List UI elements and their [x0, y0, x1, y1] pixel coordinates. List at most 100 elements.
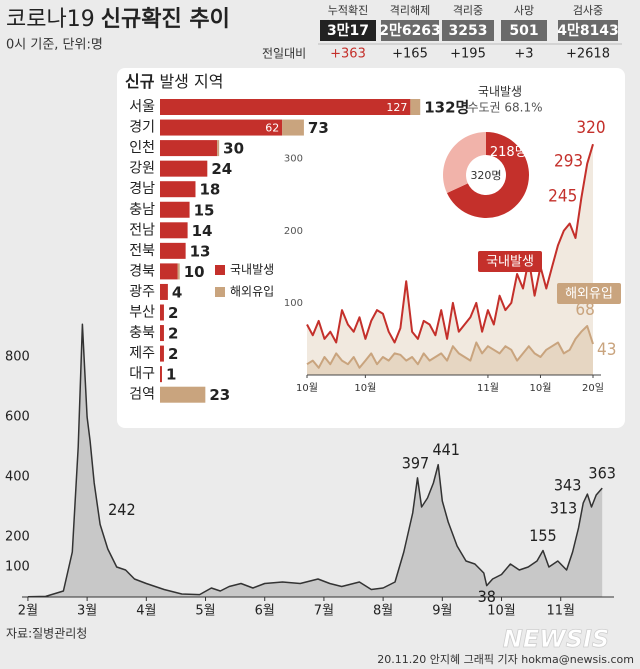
page-title: 코로나19 신규확진 추이 [6, 7, 230, 32]
annotation: 343 [554, 476, 581, 495]
annotation: 363 [588, 464, 615, 483]
stat-label: 사망 [514, 4, 534, 17]
category-label: 경남 [129, 181, 155, 197]
bar-segment [160, 201, 190, 218]
category-label: 경북 [129, 263, 155, 279]
bar-segment [177, 263, 180, 280]
category-label: 전남 [129, 222, 155, 238]
bar-segment [160, 242, 186, 259]
series-tag [478, 251, 542, 272]
stat-label: 격리중 [453, 4, 483, 17]
value-label: 43 [597, 340, 616, 360]
bar-segment [160, 386, 206, 403]
row-label: 전일대비 [262, 47, 306, 61]
stat-change: +195 [450, 47, 486, 62]
legend-label: 해외유입 [230, 285, 274, 299]
x-tick-label: 10월 [296, 382, 318, 394]
series-tag-label: 해외유입 [565, 287, 613, 302]
bar-total-label: 24 [211, 160, 232, 178]
stat-box [558, 20, 618, 41]
bar-segment [282, 119, 304, 136]
legend-label: 국내발생 [230, 263, 274, 277]
bar-chart-title: 신규 발생 지역 [125, 72, 223, 91]
bar-segment [160, 99, 411, 115]
x-tick-label: 11월 [546, 604, 575, 619]
stat-value: 4만8143 [557, 23, 619, 39]
category-label: 인천 [129, 140, 155, 156]
y-tick-label: 200 [5, 530, 30, 545]
stat-value: 501 [509, 23, 538, 39]
area-fill [27, 324, 603, 597]
legend-swatch [215, 265, 225, 275]
stat-label: 검사중 [573, 4, 603, 17]
series-tag [557, 283, 621, 304]
pie-rest [442, 132, 486, 194]
stat-change: +363 [330, 47, 366, 62]
slice-label: 218명 [490, 145, 527, 160]
title-rest: 발생 지역 [159, 72, 223, 91]
stat-label: 격리해제 [390, 3, 430, 17]
annotation: 313 [550, 499, 577, 518]
annotation: 242 [108, 500, 135, 519]
category-label: 충북 [129, 325, 155, 341]
x-tick-label: 3월 [77, 604, 97, 619]
watermark: NEWSIS [503, 625, 609, 653]
title-prefix: 코로나19 [6, 7, 95, 32]
x-tick-label: 4월 [136, 604, 156, 619]
y-tick-label: 400 [5, 470, 30, 485]
bar-total-label: 2 [168, 304, 178, 322]
y-tick-label: 100 [5, 560, 30, 575]
annotation: 441 [432, 440, 459, 459]
stat-value: 3만17 [327, 23, 369, 39]
x-tick-label: 20일 [582, 382, 604, 394]
stat-change: +2618 [566, 47, 610, 62]
value-label: 320 [576, 118, 605, 138]
stat-box [320, 20, 376, 41]
bar-total-label: 14 [192, 222, 213, 240]
bar-total-label: 10 [184, 263, 205, 281]
stat-change: +165 [392, 47, 428, 62]
pie-subtitle: 수도권 68.1% [467, 101, 542, 115]
y-tick-label: 200 [284, 226, 303, 237]
bar-segment [160, 181, 196, 198]
category-label: 검역 [129, 387, 155, 403]
bar-segment [160, 345, 164, 362]
stat-value: 2만6263 [379, 23, 441, 39]
legend-swatch [215, 287, 225, 297]
value-label: 68 [575, 300, 594, 320]
annotation: 38 [478, 587, 496, 606]
pie-title: 국내발생 [478, 85, 522, 99]
series-line [306, 325, 594, 369]
y-tick-label: 800 [5, 350, 30, 365]
stat-box [381, 20, 439, 41]
bar-total-label: 18 [199, 181, 220, 199]
bar-segment [160, 160, 208, 177]
stat-value: 3253 [449, 23, 488, 39]
annotation: 397 [402, 453, 429, 472]
category-label: 대구 [129, 366, 155, 382]
bar-total-label: 2 [168, 345, 178, 363]
x-tick-label: 2월 [18, 604, 38, 619]
bar-segment [410, 99, 421, 115]
bar-total-label: 4 [172, 283, 182, 301]
bar-total-label: 73 [308, 119, 329, 137]
bar-segment [160, 222, 188, 239]
stat-box [442, 20, 494, 41]
category-label: 부산 [129, 305, 155, 321]
bar-segment [160, 304, 164, 321]
bar-inner-label: 127 [386, 101, 407, 114]
bar-inner-label: 62 [265, 122, 279, 135]
bar-total-label: 23 [209, 386, 230, 404]
category-label: 전북 [129, 243, 155, 259]
value-label: 293 [554, 152, 583, 172]
bar-total-label: 132명 [424, 99, 469, 117]
category-label: 서울 [129, 99, 155, 115]
series-line [306, 143, 594, 344]
series-tag-label: 국내발생 [486, 255, 534, 270]
title-bold: 신규 [125, 72, 155, 91]
bar-total-label: 30 [223, 140, 244, 158]
x-tick-label: 10월 [354, 382, 376, 394]
category-label: 강원 [129, 161, 155, 177]
category-label: 충남 [129, 202, 155, 218]
